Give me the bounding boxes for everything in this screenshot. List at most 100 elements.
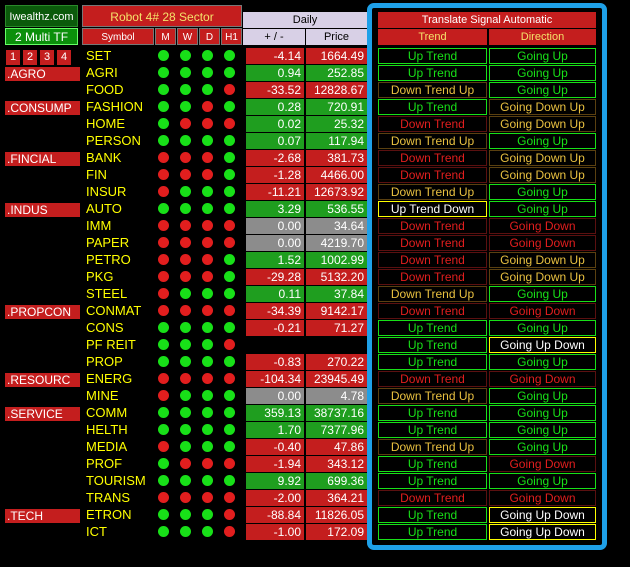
change-prof: -1.94 (246, 456, 304, 472)
direction-fin: Going Down Up (489, 167, 596, 183)
symbol-steel[interactable]: STEEL (86, 286, 128, 301)
signal-dot-comm-d (202, 407, 213, 418)
symbol-energ[interactable]: ENERG (86, 371, 133, 386)
symbol-home[interactable]: HOME (86, 116, 125, 131)
signal-dot-tourism-m (158, 475, 169, 486)
symbol-prop[interactable]: PROP (86, 354, 123, 369)
trend-header: Trend (378, 29, 487, 45)
direction-comm: Going Up (489, 405, 596, 421)
signal-dot-set-h1 (224, 50, 235, 61)
symbol-fin[interactable]: FIN (86, 167, 107, 182)
direction-set: Going Up (489, 48, 596, 64)
sector-label-resourc: .RESOURC (5, 373, 80, 387)
change-food: -33.52 (246, 82, 304, 98)
signal-dot-prof-w (180, 458, 191, 469)
signal-dot-paper-w (180, 237, 191, 248)
direction-conmat: Going Down (489, 303, 596, 319)
change-pf-reit (246, 337, 304, 353)
signal-dot-agri-w (180, 67, 191, 78)
change-paper: 0.00 (246, 235, 304, 251)
signal-dot-comm-h1 (224, 407, 235, 418)
signal-dot-fin-h1 (224, 169, 235, 180)
symbol-pkg[interactable]: PKG (86, 269, 114, 284)
symbol-person[interactable]: PERSON (86, 133, 141, 148)
symbol-imm[interactable]: IMM (86, 218, 112, 233)
change-pkg: -29.28 (246, 269, 304, 285)
symbol-agri[interactable]: AGRI (86, 65, 118, 80)
signal-dot-helth-m (158, 424, 169, 435)
signal-dot-pkg-w (180, 271, 191, 282)
signal-dot-petro-w (180, 254, 191, 265)
symbol-mine[interactable]: MINE (86, 388, 119, 403)
symbol-comm[interactable]: COMM (86, 405, 128, 420)
symbol-bank[interactable]: BANK (86, 150, 122, 165)
signal-dot-auto-d (202, 203, 213, 214)
tf-button-3[interactable]: 3 (40, 50, 54, 65)
change-petro: 1.52 (246, 252, 304, 268)
tf-button-1[interactable]: 1 (6, 50, 20, 65)
symbol-cons[interactable]: CONS (86, 320, 124, 335)
signal-dot-prop-m (158, 356, 169, 367)
price-mine: 4.78 (306, 388, 367, 404)
signal-dot-prop-d (202, 356, 213, 367)
multi-tf-button[interactable]: 2 Multi TF (5, 28, 78, 45)
symbol-set[interactable]: SET (86, 48, 112, 63)
direction-auto: Going Up (489, 201, 596, 217)
price-fashion: 720.91 (306, 99, 367, 115)
signal-dot-prop-h1 (224, 356, 235, 367)
tf-button-2[interactable]: 2 (23, 50, 37, 65)
signal-dot-pf-reit-d (202, 339, 213, 350)
signal-dot-agri-d (202, 67, 213, 78)
symbol-pf-reit[interactable]: PF REIT (86, 337, 136, 352)
change-bank: -2.68 (246, 150, 304, 166)
signal-dot-helth-d (202, 424, 213, 435)
symbol-paper[interactable]: PAPER (86, 235, 130, 250)
direction-agri: Going Up (489, 65, 596, 81)
signal-dot-media-m (158, 441, 169, 452)
change-media: -0.40 (246, 439, 304, 455)
signal-dot-home-h1 (224, 118, 235, 129)
trend-fashion: Up Trend (378, 99, 487, 115)
signal-dot-ict-m (158, 526, 169, 537)
price-helth: 7377.96 (306, 422, 367, 438)
signal-dot-trans-w (180, 492, 191, 503)
trend-ict: Up Trend (378, 524, 487, 540)
signal-dot-food-h1 (224, 84, 235, 95)
signal-dot-energ-h1 (224, 373, 235, 384)
tf-button-4[interactable]: 4 (57, 50, 71, 65)
symbol-petro[interactable]: PETRO (86, 252, 131, 267)
symbol-insur[interactable]: INSUR (86, 184, 127, 199)
symbol-etron[interactable]: ETRON (86, 507, 132, 522)
symbol-trans[interactable]: TRANS (86, 490, 131, 505)
symbol-prof[interactable]: PROF (86, 456, 123, 471)
signal-dot-cons-d (202, 322, 213, 333)
tf-header-d: D (199, 28, 220, 45)
price-agri: 252.85 (306, 65, 367, 81)
symbol-media[interactable]: MEDIA (86, 439, 128, 454)
symbol-food[interactable]: FOOD (86, 82, 124, 97)
signal-dot-imm-w (180, 220, 191, 231)
direction-imm: Going Down (489, 218, 596, 234)
price-imm: 34.64 (306, 218, 367, 234)
price-prof: 343.12 (306, 456, 367, 472)
signal-dot-media-h1 (224, 441, 235, 452)
signal-dot-pkg-h1 (224, 271, 235, 282)
symbol-auto[interactable]: AUTO (86, 201, 122, 216)
change-cons: -0.21 (246, 320, 304, 336)
change-auto: 3.29 (246, 201, 304, 217)
change-tourism: 9.92 (246, 473, 304, 489)
change-comm: 359.13 (246, 405, 304, 421)
change-ict: -1.00 (246, 524, 304, 540)
price-insur: 12673.92 (306, 184, 367, 200)
signal-dot-trans-m (158, 492, 169, 503)
symbol-tourism[interactable]: TOURISM (86, 473, 146, 488)
symbol-conmat[interactable]: CONMAT (86, 303, 142, 318)
symbol-ict[interactable]: ICT (86, 524, 107, 539)
trend-petro: Down Trend (378, 252, 487, 268)
signal-dot-mine-m (158, 390, 169, 401)
signal-dot-media-w (180, 441, 191, 452)
symbol-fashion[interactable]: FASHION (86, 99, 144, 114)
direction-food: Going Up (489, 82, 596, 98)
trend-fin: Down Trend (378, 167, 487, 183)
symbol-helth[interactable]: HELTH (86, 422, 128, 437)
